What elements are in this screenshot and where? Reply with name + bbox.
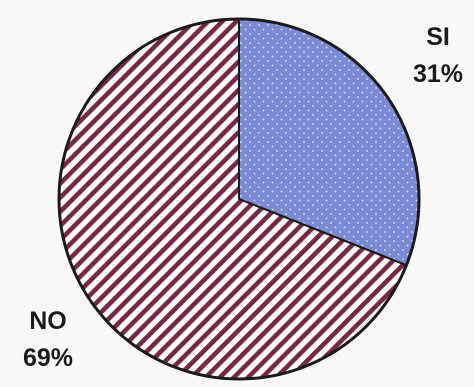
slice-label-si: SI [426, 23, 450, 51]
slice-value-no: 69% [23, 344, 73, 372]
pie-outline [57, 17, 421, 381]
slice-value-si: 31% [413, 60, 463, 88]
slice-label-no: NO [29, 307, 67, 335]
pie-slices [58, 18, 420, 380]
